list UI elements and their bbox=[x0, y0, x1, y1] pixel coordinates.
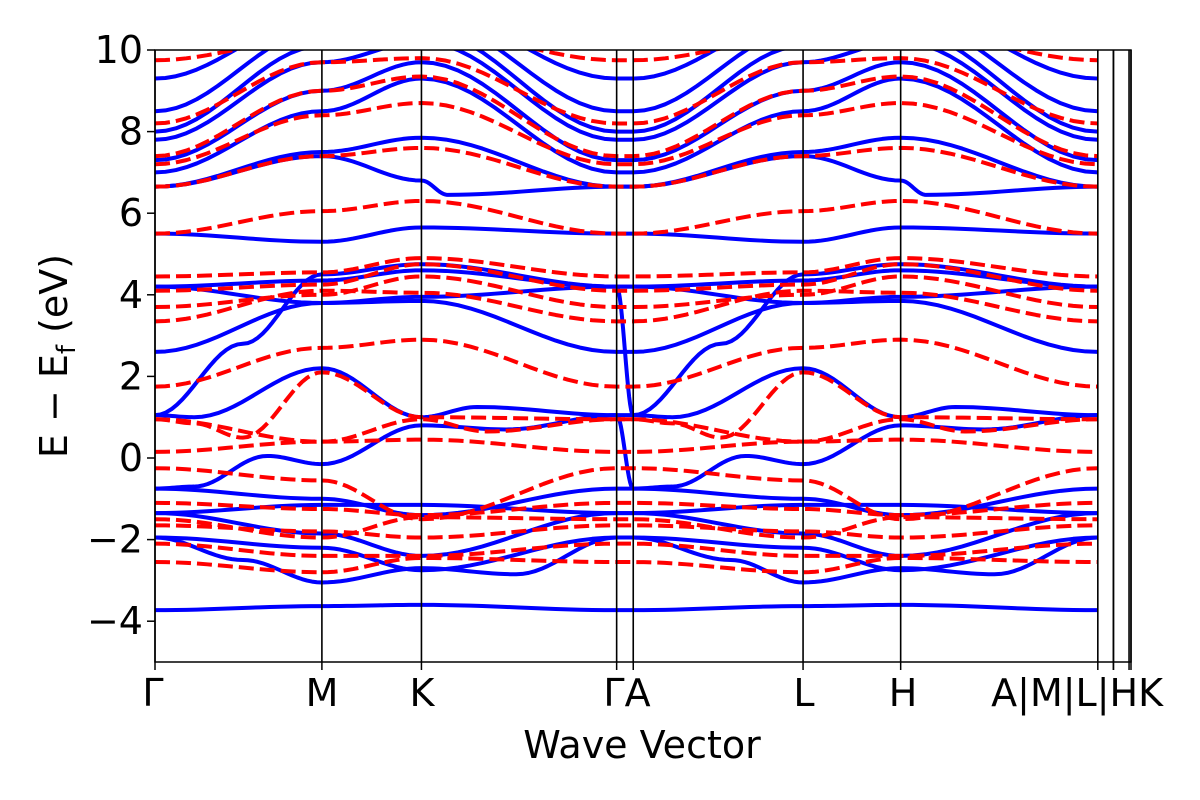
dashed-band-line-12 bbox=[155, 274, 1098, 310]
xtick-label-l: L bbox=[793, 671, 814, 715]
xtick-label-h: H bbox=[889, 671, 918, 715]
ytick-label-5: 4 bbox=[119, 273, 143, 317]
x-axis-title: Wave Vector bbox=[523, 723, 761, 767]
dashed-band-line-13 bbox=[155, 262, 1098, 293]
solid-band-line-21 bbox=[155, 50, 1098, 81]
dashed-band-line-18 bbox=[155, 74, 1098, 159]
bands-layer bbox=[155, 50, 1098, 613]
dashed-band-line-17 bbox=[155, 101, 1098, 167]
solid-band-line-6 bbox=[155, 486, 1098, 518]
dashed-band-line-10 bbox=[155, 337, 1098, 389]
solid-band-line-15 bbox=[155, 135, 1098, 189]
ytick-label-4: 2 bbox=[119, 354, 143, 398]
ytick-label-2: −2 bbox=[87, 518, 143, 562]
dashed-band-line-7 bbox=[155, 437, 1098, 454]
plot-frame bbox=[154, 49, 1132, 663]
solid-band-line-13 bbox=[155, 225, 1098, 244]
dashed-band-line-20 bbox=[155, 50, 1098, 63]
xtick-label-k: K bbox=[410, 671, 436, 715]
solid-band-line-3 bbox=[155, 535, 1098, 573]
solid-band-line-5 bbox=[155, 502, 1098, 516]
dashed-band-line-2 bbox=[155, 541, 1098, 558]
dashed-band-line-15 bbox=[155, 198, 1098, 236]
ytick-label-3: 0 bbox=[119, 436, 143, 480]
y-axis-title: E − Ef (eV) bbox=[32, 254, 82, 458]
y-axis-title-unit: (eV) bbox=[32, 254, 76, 333]
dashed-band-line-3 bbox=[155, 523, 1098, 540]
solid-band-line-11 bbox=[155, 268, 1098, 289]
solid-band-line-12 bbox=[155, 262, 1098, 418]
dashed-band-line-11 bbox=[155, 288, 1098, 324]
ytick-label-7: 8 bbox=[119, 110, 143, 154]
solid-band-line-1 bbox=[155, 602, 1098, 613]
dashed-band-line-16 bbox=[155, 145, 1098, 189]
dashed-band-line-6 bbox=[155, 466, 1098, 522]
y-axis-title-main: E − E bbox=[32, 354, 76, 458]
xtick-label-end-cluster: A|M|L|HK bbox=[991, 671, 1164, 716]
dashed-band-line-14 bbox=[155, 256, 1098, 279]
dashed-band-line-9 bbox=[155, 417, 1098, 444]
dashed-band-line-5 bbox=[155, 500, 1098, 518]
solid-band-line-19 bbox=[155, 50, 1098, 134]
xtick-label-m: M bbox=[306, 671, 339, 715]
y-axis-title-subscript: f bbox=[52, 344, 82, 354]
ytick-label-6: 6 bbox=[119, 191, 143, 235]
dashed-band-line-1 bbox=[155, 555, 1098, 575]
ytick-label-1: −4 bbox=[87, 599, 143, 643]
dashed-band-line-19 bbox=[155, 56, 1098, 126]
xtick-label-gamma: Γ bbox=[142, 671, 163, 715]
ytick-label-8: 10 bbox=[95, 28, 143, 72]
solid-band-line-16 bbox=[155, 76, 1098, 175]
solid-band-line-8 bbox=[155, 366, 1098, 420]
y-axis: −4 −2 0 2 4 6 8 10 bbox=[87, 28, 155, 643]
solid-band-line-20 bbox=[155, 50, 1098, 114]
xtick-label-gamma-a: ΓA bbox=[603, 671, 650, 715]
x-axis: Γ M K ΓA L H A|M|L|HK bbox=[142, 671, 1164, 716]
